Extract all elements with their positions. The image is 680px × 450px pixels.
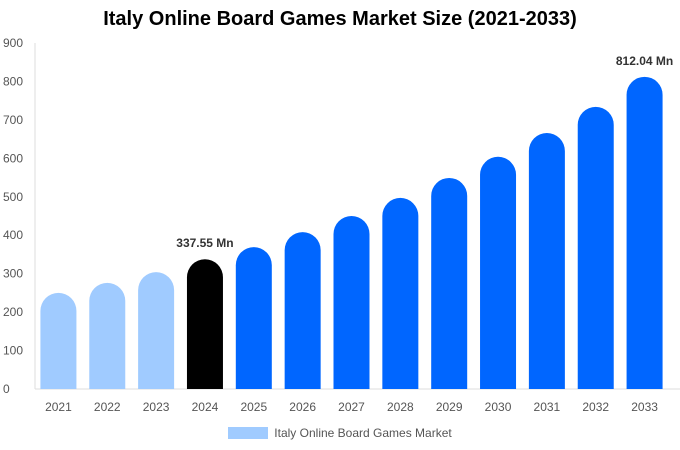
bar-2028 (382, 197, 419, 389)
y-tick-label: 900 (3, 36, 23, 50)
y-tick-label: 700 (3, 113, 23, 127)
data-label: 812.04 Mn (616, 54, 673, 68)
x-tick-label: 2028 (387, 400, 414, 414)
bar-2024 (186, 259, 223, 389)
legend-label: Italy Online Board Games Market (274, 426, 452, 440)
x-tick-label: 2024 (192, 400, 219, 414)
chart-title: Italy Online Board Games Market Size (20… (103, 8, 577, 30)
y-tick-label: 400 (3, 228, 23, 242)
x-tick-label: 2032 (582, 400, 609, 414)
bar-2031 (528, 132, 565, 389)
x-tick-label: 2022 (94, 400, 121, 414)
y-tick-label: 500 (3, 190, 23, 204)
bar-2026 (284, 232, 321, 389)
bar-2032 (577, 106, 614, 389)
y-tick-label: 200 (3, 305, 23, 319)
x-tick-label: 2029 (436, 400, 463, 414)
legend: Italy Online Board Games Market (0, 426, 680, 440)
y-tick-label: 100 (3, 344, 23, 358)
bar-2027 (333, 216, 370, 389)
y-tick-label: 0 (3, 382, 10, 396)
bar-2030 (480, 156, 517, 389)
x-tick-label: 2021 (45, 400, 72, 414)
bar-2021 (40, 292, 77, 389)
bar-2022 (89, 282, 126, 389)
y-tick-label: 600 (3, 151, 23, 165)
x-tick-label: 2027 (338, 400, 365, 414)
bar-2029 (431, 177, 468, 389)
bar-2023 (138, 272, 175, 389)
y-tick-label: 800 (3, 74, 23, 88)
x-tick-label: 2023 (143, 400, 170, 414)
x-tick-label: 2025 (240, 400, 267, 414)
x-tick-label: 2031 (534, 400, 561, 414)
bar-2033 (626, 76, 663, 389)
data-label: 337.55 Mn (176, 236, 233, 250)
bar-2025 (235, 247, 272, 389)
x-tick-label: 2030 (485, 400, 512, 414)
x-tick-label: 2033 (631, 400, 658, 414)
y-tick-label: 300 (3, 267, 23, 281)
legend-swatch (228, 427, 269, 439)
x-tick-label: 2026 (289, 400, 316, 414)
